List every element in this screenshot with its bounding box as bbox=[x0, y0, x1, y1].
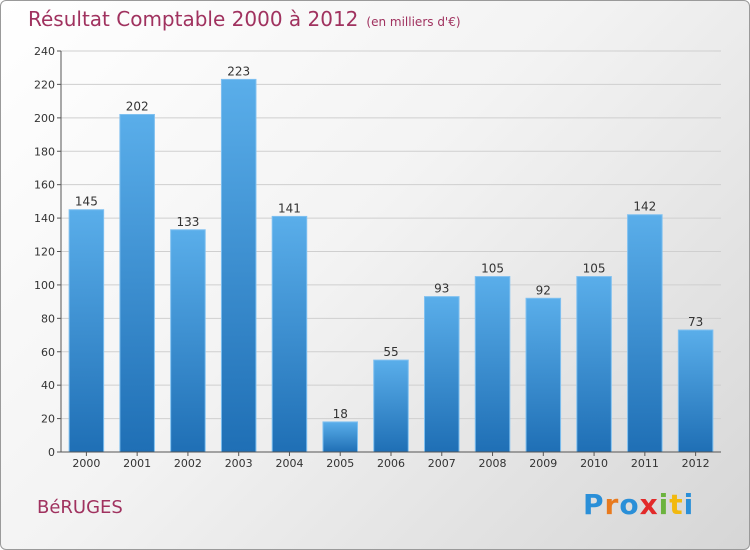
y-tick-label: 40 bbox=[41, 379, 55, 392]
bars-layer: 145 202 133 223 141 18 55 93 105 92 105 142 73 bbox=[68, 64, 714, 453]
x-tick-label: 2010 bbox=[580, 457, 608, 470]
bar bbox=[271, 215, 308, 453]
x-tick-label: 2006 bbox=[377, 457, 405, 470]
x-tick-label: 2001 bbox=[123, 457, 151, 470]
y-tick-label: 200 bbox=[34, 112, 55, 125]
bar bbox=[170, 229, 206, 453]
y-tick-label: 180 bbox=[34, 145, 55, 158]
x-tick-label: 2004 bbox=[275, 457, 303, 470]
bar bbox=[68, 209, 105, 453]
logo-letter: r bbox=[604, 488, 620, 521]
data-label: 105 bbox=[583, 262, 606, 276]
data-label: 105 bbox=[481, 262, 504, 276]
x-tick-label: 2007 bbox=[428, 457, 456, 470]
proxiti-logo: Proxiti bbox=[583, 488, 694, 521]
data-label: 73 bbox=[688, 315, 703, 329]
x-tick-label: 2005 bbox=[326, 457, 354, 470]
data-label: 133 bbox=[176, 215, 199, 229]
x-tick-label: 2002 bbox=[174, 457, 202, 470]
bar bbox=[322, 421, 358, 453]
data-label: 93 bbox=[434, 282, 449, 296]
data-label: 92 bbox=[536, 283, 551, 297]
bar bbox=[373, 359, 409, 453]
y-tick-label: 80 bbox=[41, 312, 55, 325]
bar bbox=[424, 296, 460, 453]
axis-layer: 0 20 40 60 80 100 120 140 160 180 200 220 240 2000 200… bbox=[34, 45, 721, 470]
chart-title-text: Résultat Comptable 2000 à 2012 bbox=[28, 7, 359, 31]
bar bbox=[474, 276, 511, 453]
bar bbox=[525, 297, 562, 453]
bar bbox=[627, 214, 663, 453]
logo-letter: t bbox=[669, 488, 684, 521]
y-tick-label: 20 bbox=[41, 413, 55, 426]
x-tick-label: 2003 bbox=[225, 457, 253, 470]
y-tick-label: 100 bbox=[34, 279, 55, 292]
y-tick-label: 60 bbox=[41, 346, 55, 359]
data-label: 202 bbox=[126, 99, 149, 113]
y-tick-label: 120 bbox=[34, 246, 55, 259]
data-label: 55 bbox=[383, 345, 398, 359]
logo-letter: P bbox=[583, 488, 605, 521]
data-label: 145 bbox=[75, 195, 98, 209]
logo-letter: x bbox=[639, 488, 659, 521]
y-tick-label: 0 bbox=[48, 446, 55, 459]
x-tick-label: 2009 bbox=[529, 457, 557, 470]
chart-title: Résultat Comptable 2000 à 2012 (en millie… bbox=[28, 7, 461, 31]
y-tick-label: 140 bbox=[34, 212, 55, 225]
logo-letter: o bbox=[619, 488, 640, 521]
x-tick-label: 2011 bbox=[631, 457, 659, 470]
y-tick-label: 220 bbox=[34, 78, 55, 91]
logo-letter: i bbox=[683, 488, 695, 521]
bar bbox=[576, 276, 612, 453]
y-tick-label: 160 bbox=[34, 179, 55, 192]
logo-letter: i bbox=[658, 488, 670, 521]
chart-subtitle: (en milliers d'€) bbox=[366, 15, 461, 29]
data-label: 223 bbox=[227, 64, 250, 78]
x-tick-label: 2008 bbox=[479, 457, 507, 470]
bar bbox=[220, 78, 257, 453]
data-label: 142 bbox=[633, 200, 656, 214]
bar bbox=[677, 329, 714, 453]
data-label: 18 bbox=[333, 407, 348, 421]
x-tick-label: 2000 bbox=[72, 457, 100, 470]
bar bbox=[119, 113, 155, 453]
x-tick-label: 2012 bbox=[682, 457, 710, 470]
data-label: 141 bbox=[278, 201, 301, 215]
commune-name: BéRUGES bbox=[37, 497, 123, 518]
y-tick-label: 240 bbox=[34, 45, 55, 58]
